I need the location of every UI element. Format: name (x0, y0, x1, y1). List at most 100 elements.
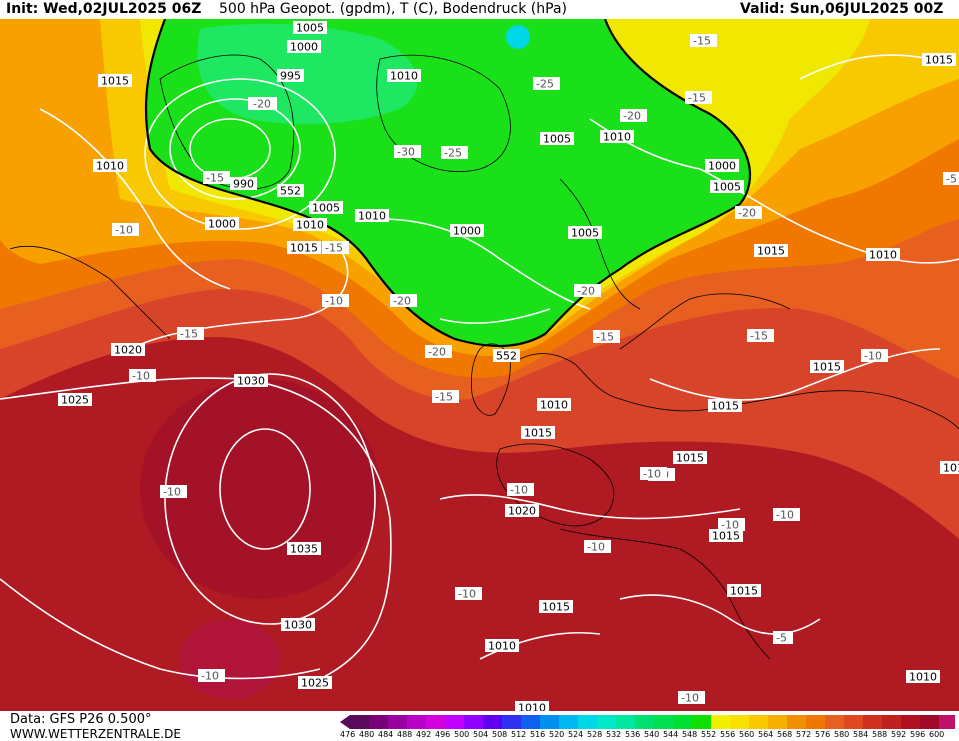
svg-text:-10: -10 (776, 509, 794, 522)
pressure-label: 1005 (540, 132, 574, 146)
svg-text:1015: 1015 (101, 75, 129, 88)
colorbar-tick-label: 500 (454, 730, 470, 739)
colorbar-tick-label: 508 (492, 730, 508, 739)
cold-air-center (506, 25, 530, 49)
svg-text:552: 552 (280, 185, 301, 198)
colorbar (340, 715, 955, 729)
svg-text:1005: 1005 (296, 22, 324, 35)
colorbar-swatch (502, 715, 521, 729)
pressure-label: 1010 (515, 701, 549, 711)
svg-text:-20: -20 (393, 295, 411, 308)
coastlines (9, 54, 959, 660)
contour-label: 552 (277, 184, 304, 198)
colorbar-labels: 476 480 484 488 492 496 500 504 508 512 516 520 524 5… (340, 730, 950, 740)
svg-text:-15: -15 (750, 330, 768, 343)
pressure-label: 1010 (355, 209, 389, 223)
pressure-label: 995 (277, 69, 304, 83)
pressure-label: 1015 (539, 600, 573, 614)
temperature-label: -15 (747, 329, 774, 343)
colorbar-tick-label: 476 (340, 730, 356, 739)
map-footer: Data: GFS P26 0.500° WWW.WETTERZENTRALE.… (0, 711, 959, 741)
colorbar-tick-label: 560 (739, 730, 755, 739)
colorbar-swatch (483, 715, 502, 729)
temperature-label: -15 (685, 91, 712, 105)
colorbar-tick-label: 552 (701, 730, 717, 739)
svg-text:1015: 1015 (524, 427, 552, 440)
pressure-label: 1015 (708, 399, 742, 413)
svg-text:-15: -15 (688, 92, 706, 105)
svg-text:1015: 1015 (730, 585, 758, 598)
temperature-label: -15 (593, 330, 620, 344)
temperature-label: -15 (177, 327, 204, 341)
temperature-label: -20 (425, 345, 452, 359)
svg-text:-15: -15 (206, 172, 224, 185)
svg-text:-15: -15 (325, 242, 343, 255)
colorbar-swatch (920, 715, 939, 729)
colorbar-swatch (882, 715, 901, 729)
colorbar-swatch (407, 715, 426, 729)
colorbar-tick-label: 540 (644, 730, 660, 739)
colorbar-swatch (806, 715, 825, 729)
pressure-label: 1035 (287, 542, 321, 556)
svg-text:-10: -10 (510, 484, 528, 497)
colorbar-tick-label: 532 (606, 730, 622, 739)
colorbar-swatch (616, 715, 635, 729)
pressure-label: 1030 (234, 374, 268, 388)
colorbar-swatch (540, 715, 559, 729)
svg-text:1010: 1010 (358, 210, 386, 223)
svg-text:-10: -10 (163, 486, 181, 499)
colorbar-tick-label: 544 (663, 730, 679, 739)
svg-text:1030: 1030 (237, 375, 265, 388)
colorbar-swatch (692, 715, 711, 729)
temperature-label: -25 (441, 146, 468, 160)
svg-text:1005: 1005 (543, 133, 571, 146)
svg-text:1030: 1030 (284, 619, 312, 632)
pressure-label: 1015 (521, 426, 555, 440)
pressure-label: 1005 (293, 21, 327, 35)
pressure-label: 990 (230, 177, 257, 191)
pressure-label: 1005 (568, 226, 602, 240)
high-pressure-inner (180, 619, 280, 699)
temperature-label: -20 (574, 284, 601, 298)
svg-text:1010: 1010 (296, 219, 324, 232)
colorbar-swatch (939, 715, 955, 729)
svg-text:1000: 1000 (453, 225, 481, 238)
svg-text:1010: 1010 (518, 702, 546, 712)
temperature-label: -10 (507, 483, 534, 497)
svg-text:1000: 1000 (708, 160, 736, 173)
svg-text:-20: -20 (577, 285, 595, 298)
pressure-label: 1020 (111, 343, 145, 357)
colorbar-tick-label: 588 (872, 730, 888, 739)
colorbar-tick-label: 520 (549, 730, 565, 739)
pressure-label: 1010 (537, 398, 571, 412)
temperature-label: -10 (160, 485, 187, 499)
colorbar-tick-label: 572 (796, 730, 812, 739)
pressure-label: 1010 (866, 248, 900, 262)
colorbar-tick-label: 564 (758, 730, 774, 739)
svg-text:-10: -10 (115, 224, 133, 237)
svg-text:-25: -25 (444, 147, 462, 160)
temperature-label: -20 (735, 206, 762, 220)
colorbar-tick-label: 488 (397, 730, 413, 739)
svg-text:1015: 1015 (813, 361, 841, 374)
colorbar-tick-label: 504 (473, 730, 489, 739)
svg-text:-10: -10 (864, 350, 882, 363)
svg-text:1005: 1005 (571, 227, 599, 240)
pressure-label: 1020 (505, 504, 539, 518)
svg-text:1015: 1015 (757, 245, 785, 258)
svg-text:1025: 1025 (61, 394, 89, 407)
svg-text:1010: 1010 (869, 249, 897, 262)
svg-text:1020: 1020 (114, 344, 142, 357)
temperature-label: -20 (390, 294, 417, 308)
pressure-label: 1025 (298, 676, 332, 690)
temperature-label: -5 (773, 631, 793, 645)
colorbar-tick-label: 536 (625, 730, 641, 739)
colorbar-tick-label: 600 (929, 730, 945, 739)
svg-text:1015: 1015 (712, 530, 740, 543)
temperature-label: -15 (690, 34, 717, 48)
colorbar-swatch (768, 715, 787, 729)
pressure-label: 1010 (93, 159, 127, 173)
colorbar-swatch (749, 715, 768, 729)
pressure-label: 1015 (940, 461, 959, 475)
colorbar-tick-label: 580 (834, 730, 850, 739)
